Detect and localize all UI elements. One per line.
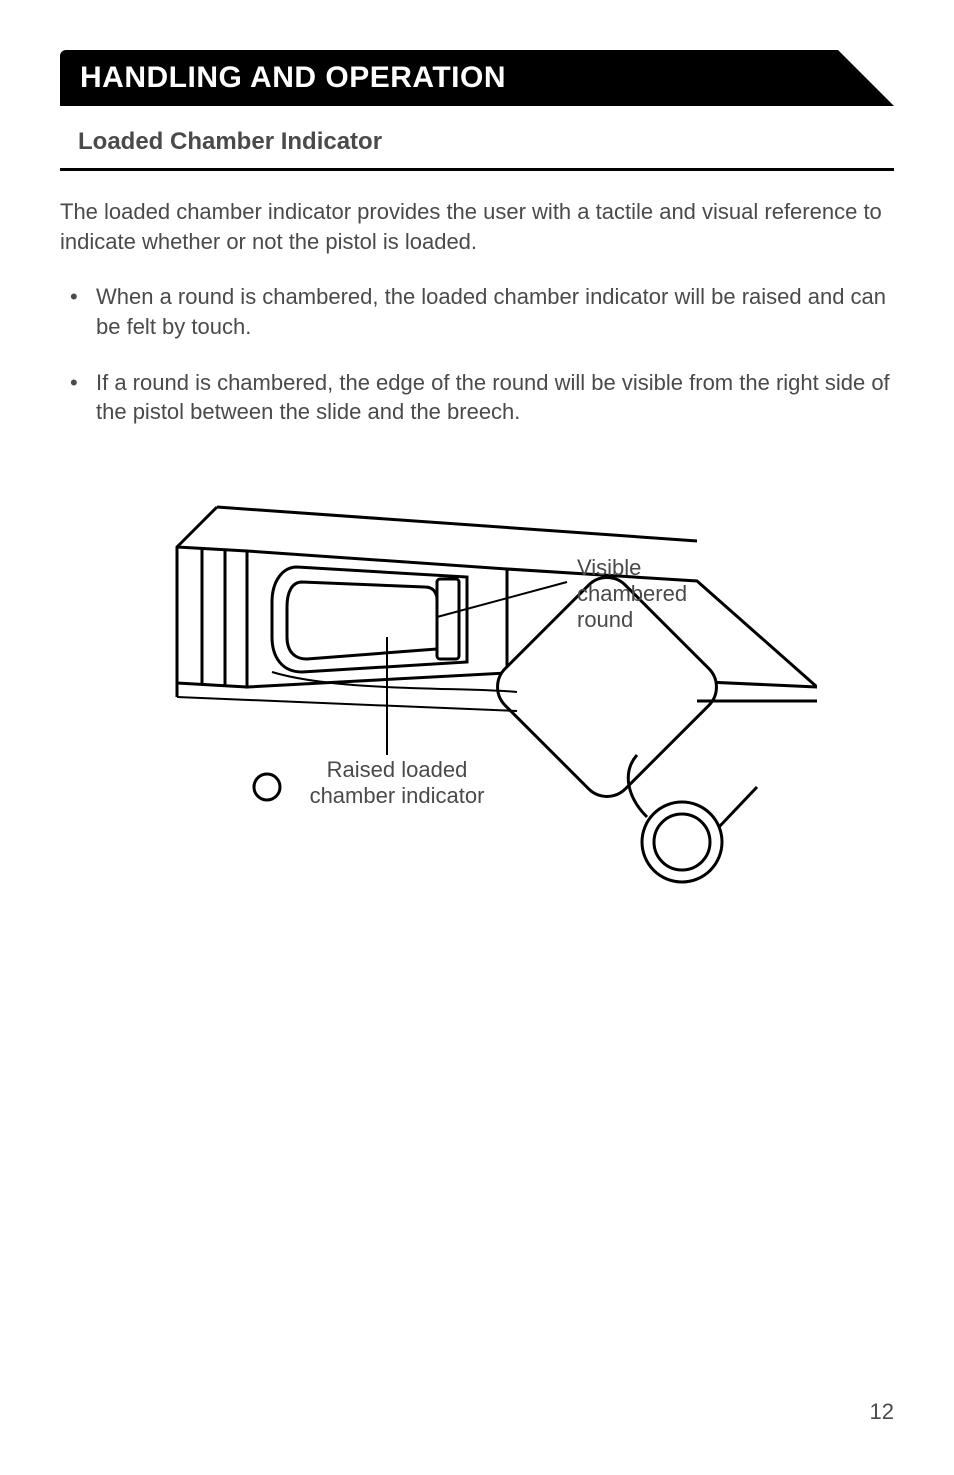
diagram-container: Visible chambered round Raised loaded ch… [60,487,894,907]
subsection-heading: Loaded Chamber Indicator [60,106,894,171]
label-raised-lci-1: Raised loaded [327,757,468,782]
label-visible-round-2: chambered [577,581,687,606]
bullet-item: If a round is chambered, the edge of the… [60,368,894,427]
intro-paragraph: The loaded chamber indicator provides th… [60,197,894,256]
page-number: 12 [870,1399,894,1425]
label-raised-lci-2: chamber indicator [310,783,485,808]
bullet-item: When a round is chambered, the loaded ch… [60,282,894,341]
section-header-title: HANDLING AND OPERATION [80,61,506,95]
label-visible-round-3: round [577,607,633,632]
section-header: HANDLING AND OPERATION [60,50,894,106]
chamber-indicator-diagram: Visible chambered round Raised loaded ch… [137,487,817,907]
bullet-list: When a round is chambered, the loaded ch… [60,282,894,427]
label-visible-round-1: Visible [577,555,641,580]
